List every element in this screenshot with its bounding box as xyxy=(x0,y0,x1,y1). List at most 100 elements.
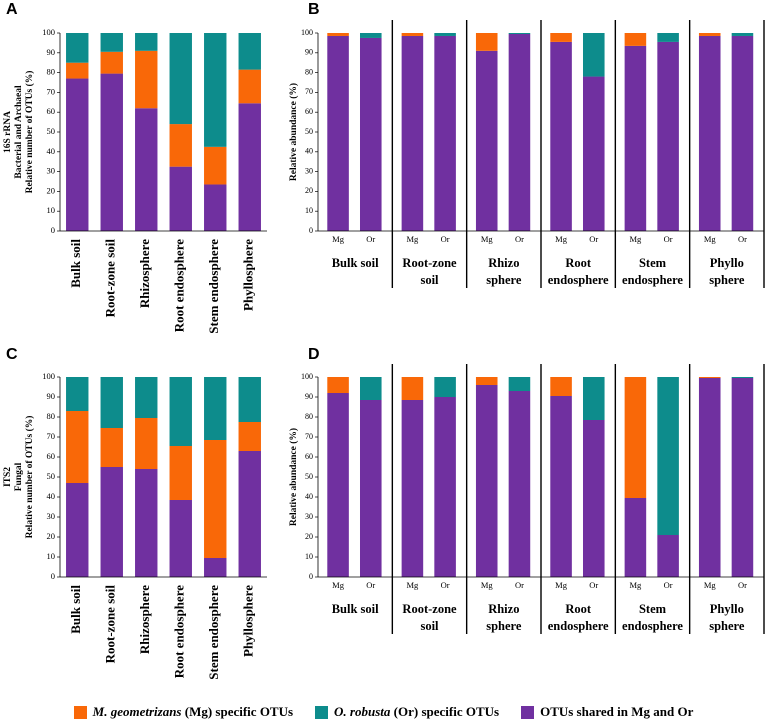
y-tick-label: 30 xyxy=(305,512,313,521)
panel-a: A 16S rRNA Bacterial and Archaeal Relative … xyxy=(3,1,267,334)
y-tick-label: 10 xyxy=(305,206,313,215)
legend-label-mg: M. geometrizans (Mg) specific OTUs xyxy=(92,704,294,719)
bar-segment-mg xyxy=(238,422,261,451)
x-tick-label: Phyllosphere xyxy=(241,239,256,311)
y-tick-label: 90 xyxy=(47,391,56,401)
y-tick-label: 30 xyxy=(47,511,56,521)
y-tick-label: 10 xyxy=(47,551,56,561)
group-label: endosphere xyxy=(548,273,609,287)
group-label: Bulk soil xyxy=(332,256,379,270)
bar-segment-shared xyxy=(624,498,647,577)
y-tick-label: 30 xyxy=(305,166,313,175)
bar-segment-mg xyxy=(698,377,721,378)
x-tick-label: Or xyxy=(366,234,375,244)
group-label: Phyllo xyxy=(710,602,744,616)
y-tick-label: 60 xyxy=(47,106,56,116)
group-label: sphere xyxy=(709,273,745,287)
y-axis-label: Relative number of OTUs (%) xyxy=(24,71,35,194)
x-tick-label: Bulk soil xyxy=(68,239,83,288)
bar-segment-mg xyxy=(550,33,572,42)
y-axis-label: ITS2 xyxy=(3,467,13,487)
x-tick-label: Rhizosphere xyxy=(137,585,152,654)
y-axis-label: Relative number of OTUs (%) xyxy=(24,416,35,539)
x-tick-label: Or xyxy=(738,234,747,244)
bar-segment-mg xyxy=(475,33,498,51)
bar-segment-or xyxy=(66,377,89,411)
x-tick-label: Root endosphere xyxy=(172,585,187,679)
group-label: Root-zone xyxy=(402,256,457,270)
bar-segment-shared xyxy=(657,41,679,231)
bar-segment-mg xyxy=(135,418,158,469)
bar-segment-shared xyxy=(731,35,754,231)
y-tick-label: 90 xyxy=(305,48,313,57)
y-tick-label: 10 xyxy=(47,205,56,215)
group-label: sphere xyxy=(709,619,745,633)
bar-segment-shared xyxy=(66,483,89,577)
group-label: sphere xyxy=(486,619,522,633)
legend-swatch-or xyxy=(315,705,329,719)
bar-segment-mg xyxy=(327,377,349,393)
bar-segment-or xyxy=(582,33,605,77)
group-label: soil xyxy=(420,273,439,287)
bar-segment-shared xyxy=(66,78,89,231)
y-tick-label: 10 xyxy=(305,552,313,561)
group-label: Stem xyxy=(639,602,667,616)
y-tick-label: 80 xyxy=(305,412,313,421)
x-tick-label: Mg xyxy=(704,234,717,244)
y-axis-label: Relative abundance (%) xyxy=(288,83,299,181)
bar-segment-mg xyxy=(624,33,647,46)
bar-segment-shared xyxy=(508,391,531,577)
bar-segment-shared xyxy=(169,166,192,231)
bar-segment-or xyxy=(238,33,261,70)
y-tick-label: 90 xyxy=(47,47,56,57)
bar-segment-or xyxy=(657,377,679,535)
bar-segment-shared xyxy=(731,378,754,577)
bar-segment-or xyxy=(359,33,382,38)
bar-segment-mg xyxy=(169,446,192,500)
bar-segment-or xyxy=(731,33,754,36)
group-label: endosphere xyxy=(548,619,609,633)
x-tick-label: Mg xyxy=(332,234,345,244)
bar-segment-shared xyxy=(401,400,424,577)
group-label: Rhizo xyxy=(488,602,519,616)
y-tick-label: 100 xyxy=(42,371,55,381)
y-tick-label: 50 xyxy=(47,126,56,136)
y-tick-label: 40 xyxy=(305,492,313,501)
y-tick-label: 90 xyxy=(305,392,313,401)
x-tick-label: Stem endosphere xyxy=(206,585,221,680)
y-tick-label: 40 xyxy=(305,147,313,156)
y-tick-label: 0 xyxy=(51,225,55,235)
group-label: endosphere xyxy=(622,273,683,287)
bar-segment-or xyxy=(204,33,227,147)
bar-segment-shared xyxy=(100,467,123,577)
x-tick-label: Mg xyxy=(332,580,345,590)
bar-segment-mg xyxy=(135,50,158,109)
legend-swatch-shared xyxy=(521,705,535,719)
x-tick-label: Or xyxy=(515,580,524,590)
group-label: Stem xyxy=(639,256,667,270)
group-label: Root xyxy=(565,256,592,270)
bar-segment-shared xyxy=(434,35,456,231)
x-tick-label: Or xyxy=(664,580,673,590)
group-label: Rhizo xyxy=(488,256,519,270)
y-tick-label: 60 xyxy=(305,452,313,461)
bar-segment-or xyxy=(508,377,531,391)
y-tick-label: 80 xyxy=(305,67,313,76)
bar-segment-mg xyxy=(100,51,123,74)
y-tick-label: 100 xyxy=(42,27,55,37)
group-label: Root xyxy=(565,602,592,616)
bar-segment-or xyxy=(731,377,754,378)
bar-segment-or xyxy=(582,377,605,420)
x-tick-label: Or xyxy=(589,580,598,590)
bar-segment-or xyxy=(100,377,123,428)
legend-item-mg: M. geometrizans (Mg) specific OTUs xyxy=(73,704,294,720)
bar-segment-mg xyxy=(698,33,721,36)
legend-label-or: O. robusta (Or) specific OTUs xyxy=(334,704,500,719)
y-tick-label: 50 xyxy=(305,127,313,136)
panel-letter: B xyxy=(308,1,320,18)
bar-segment-or xyxy=(657,33,679,42)
y-tick-label: 40 xyxy=(47,491,56,501)
bar-segment-shared xyxy=(475,385,498,577)
bar-segment-shared xyxy=(204,558,227,577)
x-tick-label: Mg xyxy=(629,234,642,244)
